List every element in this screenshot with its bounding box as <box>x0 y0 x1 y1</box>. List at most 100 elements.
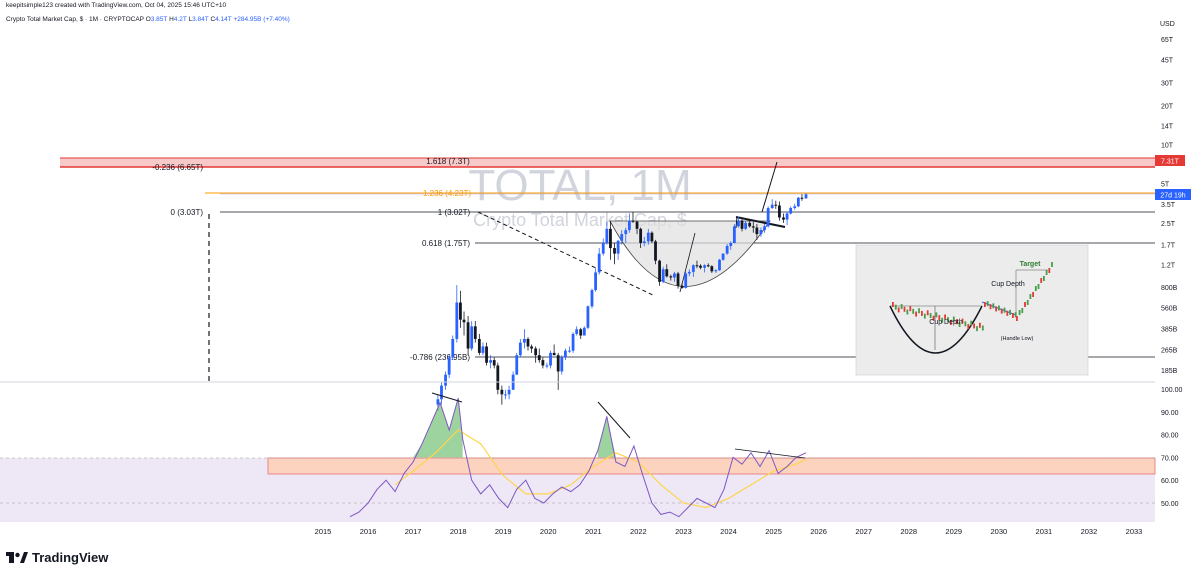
candle-body <box>627 220 631 231</box>
inset-handle-low-label: (Handle Low) <box>1001 336 1034 342</box>
inset-candle <box>947 317 949 323</box>
candle-body <box>665 269 669 277</box>
time-tick-label: 2027 <box>855 527 872 536</box>
candle-body <box>800 197 804 199</box>
price-tick-label: 385B <box>1161 327 1178 334</box>
candle-body <box>635 221 639 229</box>
candle-body <box>489 360 493 363</box>
inset-candle <box>935 312 938 318</box>
candle-body <box>751 226 755 228</box>
last-price-label: 27d 19h <box>1160 193 1185 200</box>
close-label: C <box>210 16 216 23</box>
candle-body <box>504 394 507 396</box>
candle-body <box>748 222 752 227</box>
candle-body <box>721 253 725 260</box>
inset-candle <box>973 323 975 329</box>
candle-body <box>440 385 443 400</box>
close-value: 4.14T <box>215 16 232 23</box>
candle-body <box>462 319 466 323</box>
candle-body <box>518 342 522 356</box>
fib-label-1: 1 (3.02T) <box>438 208 471 217</box>
candle-body <box>703 265 707 268</box>
inset-candle <box>995 306 997 312</box>
candle-body <box>485 346 488 363</box>
inset-cup-depth-label: Cup Depth <box>929 319 963 326</box>
inset-candle <box>970 320 973 326</box>
fib-label-0618: 0.618 (1.75T) <box>422 239 470 248</box>
fib-red-zone <box>60 158 1155 167</box>
candle-body <box>744 222 748 229</box>
fib-label-1618: 1.618 (7.3T) <box>426 157 470 166</box>
inset-candle <box>892 302 894 307</box>
inset-candle <box>955 319 958 325</box>
candle-body <box>755 227 759 235</box>
tradingview-brand: TradingView <box>32 549 109 565</box>
price-tick-label: 30T <box>1161 81 1174 88</box>
candle-body <box>714 270 718 272</box>
breakout-projection <box>761 161 778 213</box>
candle-body <box>650 232 654 242</box>
open-label: O <box>145 16 151 23</box>
price-tick-label: 10T <box>1161 143 1174 150</box>
symbol-legend: Crypto Total Market Cap, $ · 1M · CRYPTO… <box>6 14 290 26</box>
inset-candle <box>1051 262 1053 267</box>
target-price-label: 7.31T <box>1161 159 1180 166</box>
inset-candle <box>903 306 906 312</box>
inset-candle <box>1024 302 1026 307</box>
inset-candle <box>938 315 941 321</box>
price-axis: 65T 45T 30T 20T 14T 10T 5T 3.5T 2.5T 1.7T 1.2T 800B… <box>1161 37 1178 375</box>
price-tick-label: 14T <box>1161 124 1174 131</box>
fib-label-1236: 1.236 (4.23T) <box>423 189 471 198</box>
price-tick-label: 20T <box>1161 103 1174 110</box>
inset-candle <box>1032 292 1034 297</box>
rsi-divergence-3 <box>734 448 806 459</box>
tradingview-footer[interactable]: TradingView <box>6 547 108 567</box>
candle-body <box>575 329 579 334</box>
candle-body <box>695 265 699 267</box>
inset-candle <box>1021 308 1024 313</box>
inset-candles <box>892 262 1053 332</box>
price-tick-label: 3.5T <box>1161 202 1176 209</box>
inset-candle <box>967 324 970 330</box>
candle-body <box>785 213 789 220</box>
inset-candle <box>923 313 926 319</box>
time-axis: 2015 2016 2017 2018 2019 2020 2021 2022 2023 2024… <box>315 527 1143 536</box>
candle-body <box>582 327 586 336</box>
candle-body <box>568 350 571 352</box>
candle-body <box>789 208 793 214</box>
candle-body <box>436 399 440 405</box>
candle-body <box>477 338 481 353</box>
candle-body <box>793 206 797 209</box>
inset-candle <box>1016 316 1018 321</box>
candle-body <box>613 248 616 254</box>
candle-body <box>673 273 676 278</box>
candle-body <box>541 360 545 366</box>
inset-candle <box>944 314 946 320</box>
low-value: 3.84T <box>192 16 209 23</box>
inset-candle <box>912 308 915 314</box>
price-tick-label: 5T <box>1161 182 1170 189</box>
candle-body <box>530 346 534 349</box>
target-price-badge <box>1155 155 1185 166</box>
candle-body <box>459 302 462 320</box>
time-tick-label: 2028 <box>900 527 917 536</box>
time-tick-label: 2020 <box>540 527 557 536</box>
candle-body <box>515 355 519 375</box>
inset-candle <box>1029 294 1032 299</box>
low-label: L <box>188 16 193 23</box>
candle-body <box>470 326 474 349</box>
candle-body <box>718 259 721 271</box>
attribution-bar: keepitsimple123 created with TradingView… <box>0 0 1200 12</box>
candle-body <box>496 365 500 390</box>
candle-body <box>560 357 564 372</box>
time-tick-label: 2031 <box>1036 527 1053 536</box>
inset-candle <box>1048 268 1051 273</box>
candle-body <box>526 338 530 347</box>
time-tick-label: 2025 <box>765 527 782 536</box>
candle-body <box>699 265 702 268</box>
inset-candle <box>950 319 952 325</box>
candle-body <box>590 290 594 307</box>
candle-body <box>466 322 470 349</box>
time-tick-label: 2032 <box>1081 527 1098 536</box>
